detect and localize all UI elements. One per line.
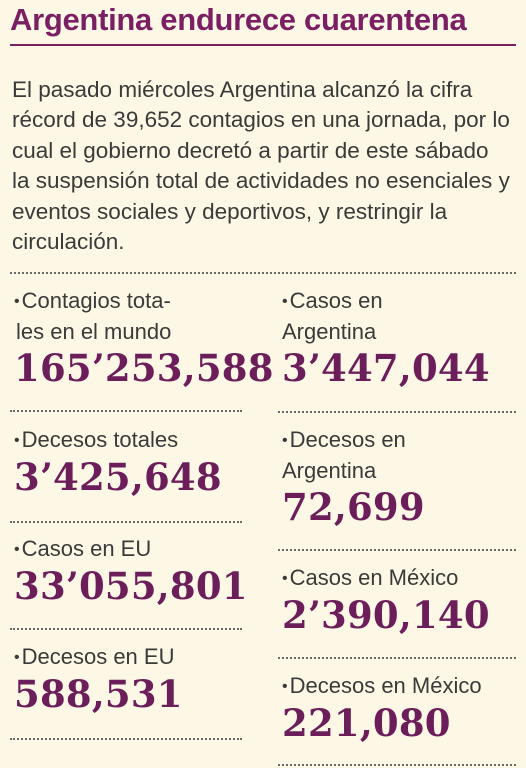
bullet-icon: • bbox=[282, 678, 288, 695]
separator-left bbox=[10, 410, 242, 412]
title-underline bbox=[10, 44, 516, 46]
separator-right bbox=[278, 764, 516, 766]
stat-value: 3’447,044 bbox=[282, 346, 490, 390]
stat-decesos-argentina: •Decesos en Argentina 72,699 bbox=[282, 425, 425, 528]
stat-value: 3’425,648 bbox=[14, 455, 222, 499]
article-title: Argentina endurece cuarentena bbox=[10, 2, 467, 37]
stat-label: •Decesos en EU bbox=[14, 644, 175, 669]
separator-full bbox=[10, 272, 516, 274]
stat-label: •Decesos en bbox=[282, 427, 406, 452]
stat-label-line2: Argentina bbox=[282, 319, 377, 344]
bullet-icon: • bbox=[282, 432, 288, 449]
stat-label-line2: les en el mundo bbox=[16, 319, 172, 344]
stat-casos-mexico: •Casos en México 2’390,140 bbox=[282, 563, 490, 636]
stat-label-line2: Argentina bbox=[282, 458, 377, 483]
stat-value: 588,531 bbox=[14, 672, 183, 716]
stat-label: •Decesos totales bbox=[14, 427, 179, 452]
stat-value: 72,699 bbox=[282, 485, 425, 529]
stat-label: •Casos en bbox=[282, 288, 383, 313]
stat-value: 221,080 bbox=[282, 701, 451, 745]
stat-casos-argentina: •Casos en Argentina 3’447,044 bbox=[282, 286, 490, 389]
separator-right bbox=[278, 657, 516, 659]
bullet-icon: • bbox=[14, 541, 20, 558]
separator-right bbox=[278, 411, 516, 413]
separator-left bbox=[10, 521, 242, 523]
separator-right bbox=[278, 549, 516, 551]
bullet-icon: • bbox=[14, 649, 20, 666]
stat-contagios-mundo: •Contagios tota- les en el mundo 165’253… bbox=[14, 286, 274, 389]
bullet-icon: • bbox=[282, 293, 288, 310]
stat-label: •Casos en México bbox=[282, 565, 459, 590]
separator-left bbox=[10, 738, 242, 740]
stat-casos-eu: •Casos en EU 33’055,801 bbox=[14, 534, 248, 607]
stat-label: •Decesos en México bbox=[282, 673, 482, 698]
stat-value: 165’253,588 bbox=[14, 346, 274, 390]
stat-decesos-totales: •Decesos totales 3’425,648 bbox=[14, 425, 222, 498]
stat-value: 33’055,801 bbox=[14, 564, 248, 608]
stat-label: •Contagios tota- bbox=[14, 288, 171, 313]
stat-decesos-mexico: •Decesos en México 221,080 bbox=[282, 671, 482, 744]
article-intro: El pasado miércoles Argentina alcanzó la… bbox=[12, 77, 510, 255]
stat-decesos-eu: •Decesos en EU 588,531 bbox=[14, 642, 183, 715]
stat-label: •Casos en EU bbox=[14, 536, 152, 561]
bullet-icon: • bbox=[14, 432, 20, 449]
bullet-icon: • bbox=[14, 293, 20, 310]
stat-value: 2’390,140 bbox=[282, 593, 490, 637]
bullet-icon: • bbox=[282, 570, 288, 587]
separator-left bbox=[10, 628, 242, 630]
